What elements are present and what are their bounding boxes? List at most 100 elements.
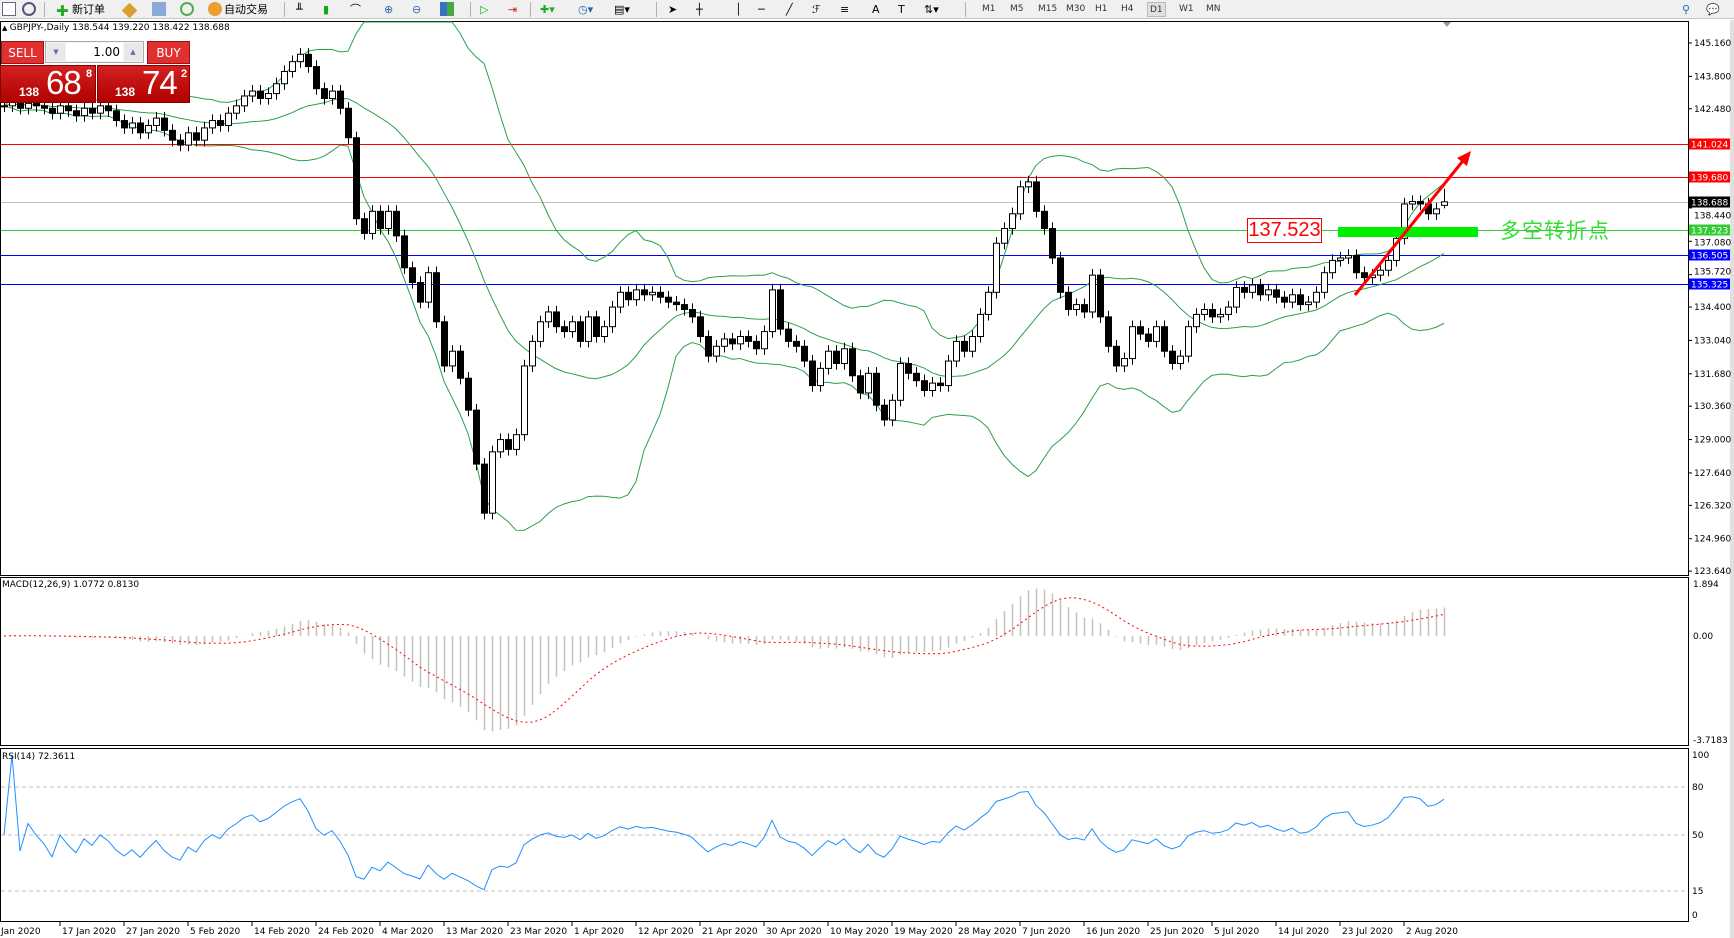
candle-bull — [769, 289, 776, 333]
candle-bull — [1441, 201, 1448, 206]
autoscroll-icon[interactable]: ▷ — [480, 3, 489, 16]
new-order-button[interactable]: ✚ 新订单 — [56, 1, 105, 19]
chart-shift-icon[interactable]: ⇥ — [508, 3, 518, 16]
separator — [284, 2, 285, 17]
timeframe-m5[interactable]: M5 — [1010, 4, 1024, 14]
candle-bull — [897, 362, 904, 401]
turning-point-price-label[interactable]: 137.523 — [1247, 218, 1322, 243]
horizontal-line-icon[interactable]: ─ — [758, 3, 765, 16]
cursor-icon[interactable]: ➤ — [668, 3, 678, 16]
lot-size-field[interactable]: ▼ 1.00 ▲ — [45, 41, 144, 63]
candle-bear — [345, 107, 352, 139]
candle-bull — [1409, 201, 1416, 205]
line-chart-icon[interactable]: ⌒ — [350, 3, 361, 16]
buy-button[interactable]: BUY — [147, 41, 190, 64]
timeframe-w1[interactable]: W1 — [1179, 4, 1194, 14]
candle-bull — [185, 132, 192, 146]
sell-price[interactable]: 138 68 8 — [0, 64, 96, 103]
candle-bear — [809, 360, 816, 387]
candlestick-icon[interactable]: ▮ — [323, 3, 330, 16]
new-order-label: 新订单 — [72, 3, 105, 16]
timeframe-h4[interactable]: H4 — [1121, 4, 1134, 14]
lot-increase-button[interactable]: ▲ — [124, 43, 142, 61]
timeframe-h1[interactable]: H1 — [1095, 4, 1108, 14]
price-level-badge — [1689, 278, 1730, 290]
auto-trading-button[interactable]: 自动交易 — [208, 1, 268, 18]
candle-bull — [817, 367, 824, 387]
indicators-icon[interactable]: ✚▾ — [540, 3, 555, 16]
rsi-line — [3, 754, 1445, 891]
collapse-icon[interactable]: ▲ — [2, 24, 10, 32]
macd-tick-label: 0.00 — [1693, 632, 1713, 642]
candle-bear — [577, 321, 584, 342]
candle-bear — [505, 439, 512, 450]
turning-point-text[interactable]: 多空转折点 — [1500, 219, 1610, 243]
bar-chart-icon[interactable]: ╨ — [296, 3, 303, 16]
chart-area[interactable]: 145.160 143.800 142.480 138.440 137.080 135.7… — [0, 20, 1734, 938]
price-tick-label: 126.320 — [1694, 501, 1731, 511]
sell-button[interactable]: SELL — [1, 41, 44, 64]
search-icon[interactable]: ⚲ — [1682, 3, 1691, 16]
price-level-badge — [1689, 224, 1730, 236]
text-label-icon[interactable]: T — [898, 3, 905, 16]
chat-icon[interactable]: 💬 — [1706, 3, 1720, 16]
text-icon[interactable]: A — [872, 3, 880, 16]
price-tick-label: 124.960 — [1694, 535, 1731, 545]
candle-bear — [1057, 257, 1064, 293]
candle-bull — [569, 321, 576, 333]
candle-bear — [1049, 228, 1056, 259]
rsi-pane-frame — [0, 748, 1689, 922]
timeframe-m30[interactable]: M30 — [1066, 4, 1086, 14]
candle-bull — [1025, 181, 1032, 188]
channel-icon[interactable]: ≡ — [840, 3, 850, 16]
zoom-window-icon[interactable] — [22, 1, 38, 18]
lot-decrease-button[interactable]: ▼ — [47, 43, 65, 61]
zoom-out-icon[interactable]: ⊖ — [412, 3, 422, 16]
buy-price-prefix: 138 — [115, 85, 136, 99]
candle-bull — [537, 321, 544, 342]
profiles-icon[interactable] — [2, 1, 18, 18]
vertical-line-icon[interactable]: │ — [735, 3, 742, 16]
date-label: 14 Feb 2020 — [254, 927, 310, 937]
candle-bear — [1273, 289, 1280, 298]
arrows-icon[interactable]: ⇅▾ — [924, 3, 939, 16]
macd-signal-line — [3, 597, 1445, 723]
crosshair-icon[interactable]: ┼ — [696, 3, 703, 16]
templates-icon[interactable]: ▤▾ — [614, 3, 630, 16]
fibonacci-icon[interactable]: ℱ — [812, 3, 821, 16]
buy-price[interactable]: 138 74 2 — [97, 64, 190, 103]
timeframe-mn[interactable]: MN — [1206, 4, 1221, 14]
candle-bear — [89, 107, 96, 114]
date-label: 5 Feb 2020 — [190, 927, 241, 937]
market-watch-icon[interactable] — [121, 1, 138, 19]
date-label: 5 Jul 2020 — [1214, 927, 1259, 937]
trendline-icon[interactable]: ╱ — [786, 3, 793, 16]
date-label: 14 Jul 2020 — [1278, 927, 1329, 937]
date-label: 23 Jul 2020 — [1342, 927, 1393, 937]
data-window-icon[interactable] — [152, 1, 168, 18]
candle-bear — [873, 372, 880, 406]
candle-bull — [25, 102, 32, 109]
timeframe-m15[interactable]: M15 — [1038, 4, 1058, 14]
candle-bull — [1121, 358, 1128, 367]
trend-arrow-head — [1457, 151, 1471, 166]
candle-bull — [145, 124, 152, 134]
candle-bear — [857, 375, 864, 394]
lot-input[interactable]: 1.00 — [66, 43, 123, 61]
candle-bear — [729, 338, 736, 345]
candle-bull — [1009, 213, 1016, 230]
candle-bear — [673, 301, 680, 306]
candle-bear — [593, 316, 600, 337]
tile-windows-icon[interactable] — [440, 1, 456, 18]
zoom-in-icon[interactable]: ⊕ — [384, 3, 394, 16]
timeframe-d1[interactable]: D1 — [1147, 2, 1166, 17]
candle-bull — [329, 90, 336, 99]
timeframe-m1[interactable]: M1 — [982, 4, 996, 14]
macd-tick-label: -3.7183 — [1693, 736, 1728, 746]
candle-bear — [377, 210, 384, 230]
candle-bull — [1001, 228, 1008, 244]
periods-clock-icon[interactable]: ◷▾ — [578, 3, 594, 16]
signals-icon[interactable] — [180, 1, 196, 18]
candle-bull — [737, 335, 744, 345]
candle-bear — [777, 289, 784, 330]
